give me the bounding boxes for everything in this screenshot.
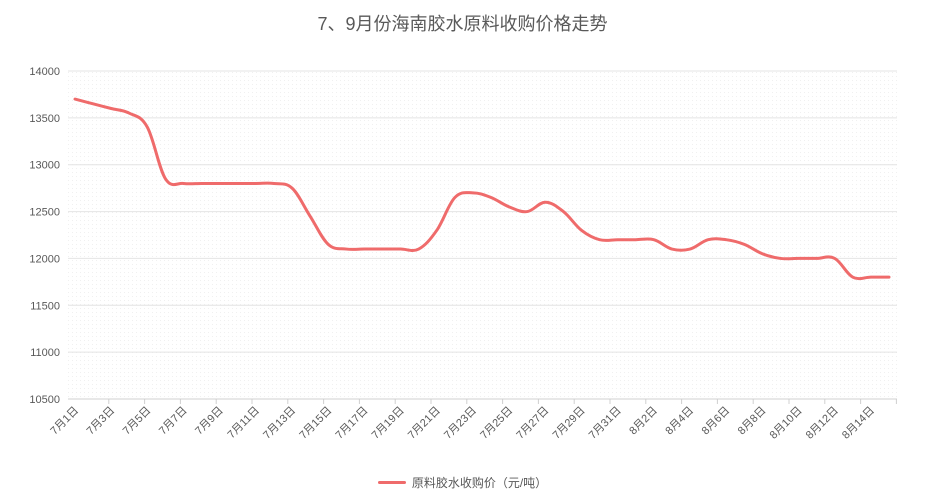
data-point: [580, 229, 583, 232]
data-point: [236, 182, 239, 185]
x-tick-label: 7月1日: [48, 405, 81, 438]
data-point: [309, 215, 312, 218]
data-point: [345, 248, 348, 251]
x-tick-label: 7月13日: [261, 405, 298, 442]
x-tick-label: 7月7日: [157, 405, 190, 438]
data-point: [761, 252, 764, 255]
data-point: [797, 257, 800, 260]
data-point: [562, 210, 565, 213]
plot-area: [68, 71, 897, 399]
data-point: [526, 210, 529, 213]
x-tick-label: 8月2日: [627, 405, 660, 438]
data-point: [218, 182, 221, 185]
x-tick-label: 7月23日: [442, 405, 479, 442]
data-point: [381, 248, 384, 251]
gridlines: [68, 70, 897, 353]
data-point: [471, 191, 474, 194]
x-tick-label: 7月3日: [85, 405, 118, 438]
data-point: [707, 238, 710, 241]
data-point: [652, 238, 655, 241]
data-point: [689, 248, 692, 251]
x-tick-label: 7月21日: [406, 405, 443, 442]
data-point: [616, 238, 619, 241]
y-tick-label: 13000: [29, 160, 60, 172]
x-tick-label: 7月17日: [334, 405, 371, 442]
data-point: [92, 102, 95, 105]
x-tick-label: 7月15日: [297, 405, 334, 442]
y-tick-label: 11000: [30, 347, 60, 359]
data-point: [417, 248, 420, 251]
data-point: [453, 196, 456, 199]
x-tick-label: 7月5日: [121, 405, 154, 438]
legend-swatch: [377, 481, 406, 484]
data-point: [725, 238, 728, 241]
x-tick-label: 7月19日: [370, 405, 407, 442]
data-point: [399, 248, 402, 251]
y-tick-label: 13500: [29, 113, 60, 125]
data-point: [327, 243, 330, 246]
data-point: [815, 257, 818, 260]
series-line: [73, 97, 891, 281]
y-tick-label: 14000: [29, 66, 60, 78]
x-tick-label: 8月8日: [736, 405, 769, 438]
x-tick-label: 7月11日: [226, 405, 262, 441]
x-tick-label: 8月4日: [663, 405, 696, 438]
data-point: [110, 107, 113, 110]
chart-title: 7、9月份海南胶水原料收购价格走势: [317, 14, 608, 34]
data-point: [182, 182, 185, 185]
data-point: [291, 187, 294, 190]
y-tick-label: 11500: [30, 300, 60, 312]
y-tick-label: 10500: [29, 394, 60, 406]
y-axis: 10500 11000 11500 12000 12500 13000 13500 14000: [29, 66, 60, 406]
data-point: [779, 257, 782, 260]
data-point: [74, 98, 77, 101]
data-point: [435, 229, 438, 232]
data-point: [851, 276, 854, 279]
data-point: [888, 276, 891, 279]
x-tick-label: 8月12日: [804, 405, 841, 442]
data-point: [146, 126, 149, 129]
x-tick-label: 7月25日: [478, 405, 515, 442]
x-tick-label: 7月27日: [514, 405, 551, 442]
data-point: [363, 248, 366, 251]
data-point: [490, 196, 493, 199]
x-axis: 7月1日 7月3日 7月5日 7月7日 7月9日 7月11日 7月13日 7月15日 7月17日…: [48, 398, 897, 442]
x-tick-label: 7月29日: [551, 405, 588, 442]
y-tick-label: 12500: [29, 207, 60, 219]
legend: 原料胶水收购价（元/吨）: [0, 474, 925, 491]
x-tick-label: 8月6日: [700, 405, 733, 438]
legend-label: 原料胶水收购价（元/吨）: [411, 476, 548, 490]
x-tick-label: 8月14日: [840, 405, 877, 442]
x-tick-label: 7月9日: [193, 405, 226, 438]
y-tick-label: 12000: [29, 253, 60, 265]
data-point: [254, 182, 257, 185]
data-point: [508, 205, 511, 208]
x-tick-label: 8月10日: [768, 405, 805, 442]
data-point: [128, 112, 131, 115]
data-point: [743, 243, 746, 246]
data-point: [869, 276, 872, 279]
data-point: [670, 248, 673, 251]
data-point: [164, 177, 167, 180]
data-point: [634, 238, 637, 241]
x-tick-label: 7月31日: [587, 405, 624, 442]
data-point: [598, 238, 601, 241]
data-point: [544, 201, 547, 204]
data-point: [272, 182, 275, 185]
data-point: [833, 257, 836, 260]
series-lines: [73, 97, 891, 281]
data-point: [200, 182, 203, 185]
